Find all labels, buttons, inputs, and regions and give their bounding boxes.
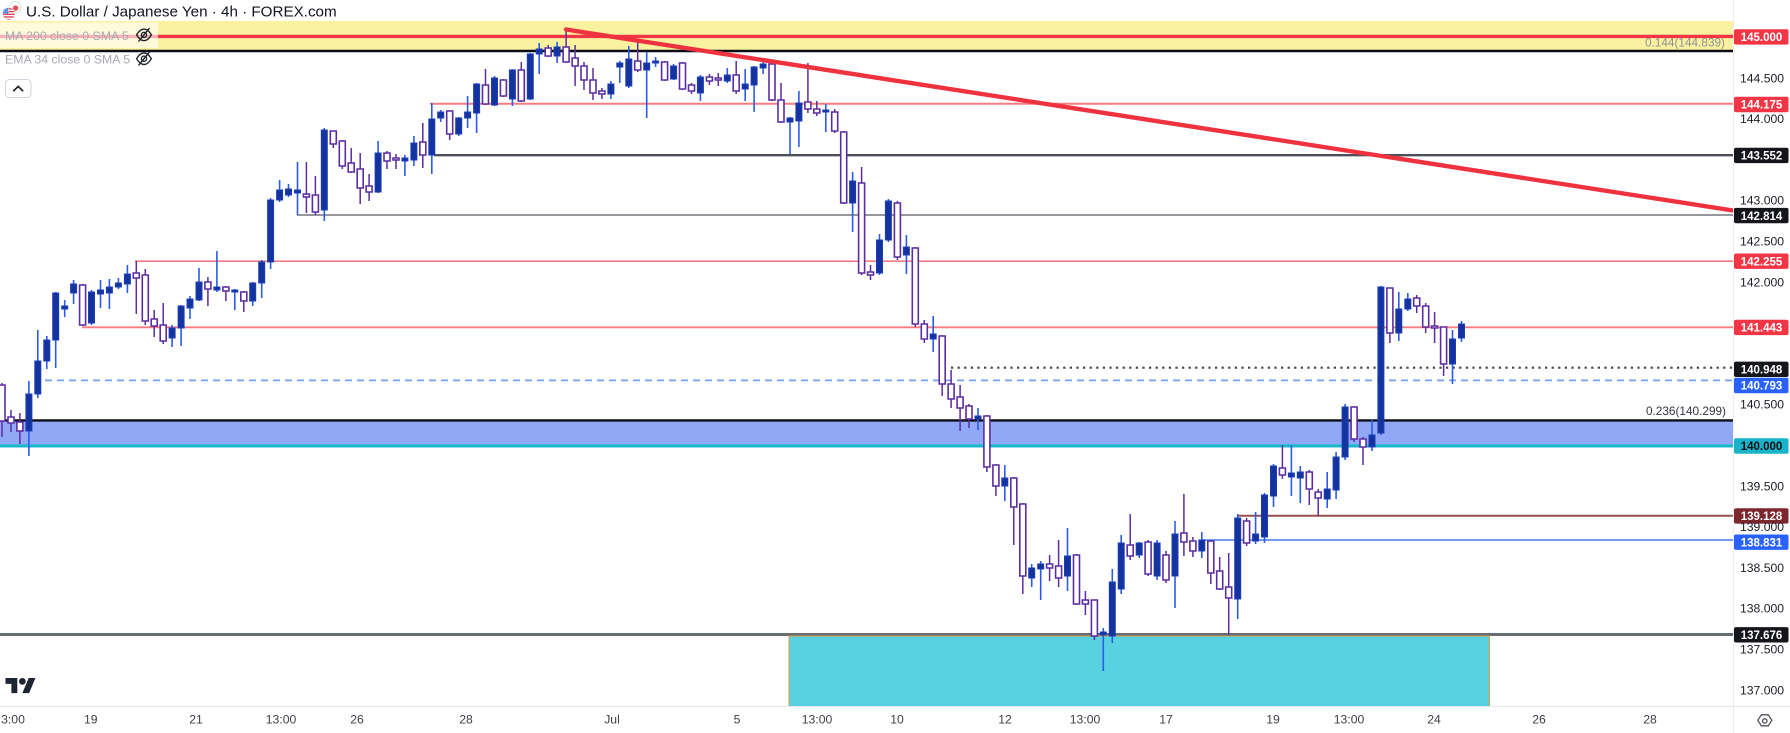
svg-text:140.793: 140.793 [1741,381,1783,393]
svg-text:142.000: 142.000 [1740,275,1784,289]
svg-text:137.000: 137.000 [1740,683,1784,697]
svg-text:0.236(140.299): 0.236(140.299) [1646,404,1726,418]
svg-text:0.144(144.839): 0.144(144.839) [1645,36,1725,50]
svg-text:138.831: 138.831 [1741,537,1783,549]
svg-text:143.552: 143.552 [1741,151,1783,163]
svg-text:13:00: 13:00 [266,712,297,726]
svg-text:141.443: 141.443 [1741,323,1783,335]
svg-text:26: 26 [350,712,364,726]
svg-text:137.676: 137.676 [1741,630,1783,642]
svg-text:13:00: 13:00 [802,712,833,726]
svg-text:137.500: 137.500 [1740,643,1784,657]
svg-text:13:00: 13:00 [1070,712,1101,726]
svg-text:19: 19 [1266,712,1280,726]
svg-text:142.500: 142.500 [1740,235,1784,249]
svg-text:28: 28 [459,712,473,726]
svg-text:142.814: 142.814 [1741,211,1783,223]
svg-text:MA 200 close 0 SMA 5: MA 200 close 0 SMA 5 [5,29,129,43]
svg-text:140.948: 140.948 [1741,365,1783,377]
svg-text:140.000: 140.000 [1741,441,1783,453]
svg-text:139.500: 139.500 [1740,479,1784,493]
svg-text:143.000: 143.000 [1740,194,1784,208]
svg-text:139.128: 139.128 [1741,511,1783,523]
svg-text:24: 24 [1427,712,1441,726]
svg-text:5: 5 [734,712,741,726]
svg-text:U.S. Dollar / Japanese Yen · 4: U.S. Dollar / Japanese Yen · 4h · FOREX.… [26,4,337,21]
svg-text:17: 17 [1159,712,1173,726]
svg-text:140.500: 140.500 [1740,398,1784,412]
svg-text:139.000: 139.000 [1740,520,1784,534]
svg-text:19: 19 [84,712,98,726]
svg-text:144.000: 144.000 [1740,112,1784,126]
svg-text:26: 26 [1532,712,1546,726]
svg-text:142.255: 142.255 [1741,256,1783,268]
svg-text:138.500: 138.500 [1740,561,1784,575]
svg-text:12: 12 [998,712,1012,726]
svg-text:EMA 34 close 0 SMA 5: EMA 34 close 0 SMA 5 [5,53,130,67]
svg-text:145.000: 145.000 [1741,32,1783,44]
svg-text:138.000: 138.000 [1740,602,1784,616]
svg-text:21: 21 [189,712,203,726]
svg-text:10: 10 [890,712,904,726]
svg-text:13:00: 13:00 [1334,712,1365,726]
svg-text:144.175: 144.175 [1741,100,1783,112]
svg-text:Jul: Jul [604,712,620,726]
svg-text:3:00: 3:00 [1,712,25,726]
svg-text:144.500: 144.500 [1740,71,1784,85]
svg-text:28: 28 [1643,712,1657,726]
